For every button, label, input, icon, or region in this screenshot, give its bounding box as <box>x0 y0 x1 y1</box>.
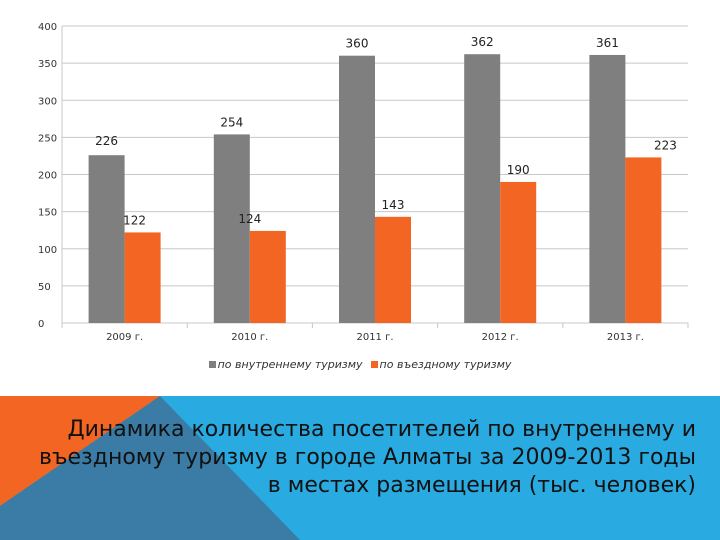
x-tick-label: 2009 г. <box>106 332 143 343</box>
bar-inbound <box>249 230 286 323</box>
data-label-domestic: 361 <box>596 36 619 50</box>
data-label-inbound: 190 <box>507 163 530 177</box>
legend-item-domestic: по внутреннему туризму <box>208 358 363 371</box>
caption-text: Динамика количества посетителей по внутр… <box>38 417 696 498</box>
x-tick-label: 2011 г. <box>356 332 393 343</box>
bar-domestic <box>464 54 501 324</box>
x-tick-label: 2012 г. <box>482 332 519 343</box>
x-axis: 2009 г. 2010 г. 2011 г. 2012 г. 2013 г. <box>61 26 689 343</box>
legend-label-domestic: по внутреннему туризму <box>217 358 363 371</box>
data-label-domestic: 360 <box>346 37 369 51</box>
bar-domestic <box>339 55 375 323</box>
y-tick-label: 150 <box>38 208 57 219</box>
y-tick-label: 100 <box>38 245 57 256</box>
bars <box>88 54 662 324</box>
bar-inbound <box>500 181 537 323</box>
legend-label-inbound: по въездному туризму <box>379 358 512 371</box>
bar-chart: 0 50 100 150 200 250 300 350 400 226 254 360 362 361… <box>38 22 689 343</box>
y-tick-label: 200 <box>38 171 57 182</box>
bar-inbound <box>625 157 662 323</box>
y-tick-label: 400 <box>38 22 57 33</box>
bar-inbound <box>375 216 411 323</box>
data-label-inbound: 223 <box>654 138 677 152</box>
data-label-domestic: 226 <box>95 134 118 148</box>
legend-item-inbound: по въездному туризму <box>370 358 512 371</box>
bar-inbound <box>124 232 161 323</box>
y-tick-label: 250 <box>38 133 57 144</box>
data-label-domestic: 254 <box>220 115 243 129</box>
bar-domestic <box>213 134 250 323</box>
caption-banner: Динамика количества посетителей по внутр… <box>0 396 720 540</box>
banner-background <box>0 396 720 540</box>
legend-swatch-inbound <box>370 361 378 368</box>
bar-domestic <box>88 155 125 323</box>
y-axis: 0 50 100 150 200 250 300 350 400 <box>38 22 57 330</box>
x-tick-label: 2010 г. <box>231 332 268 343</box>
data-label-inbound: 124 <box>238 212 261 226</box>
bar-domestic <box>589 54 626 324</box>
y-tick-label: 50 <box>38 282 51 293</box>
y-tick-label: 0 <box>38 319 44 330</box>
data-label-inbound: 122 <box>123 213 146 227</box>
data-label-domestic: 362 <box>471 35 494 49</box>
y-tick-label: 350 <box>38 59 57 70</box>
legend-swatch-domestic <box>208 361 216 368</box>
y-tick-label: 300 <box>38 96 57 107</box>
data-labels: 226 254 360 362 361 122 124 143 190 223 <box>95 35 677 227</box>
legend: по внутреннему туризму по въездному тури… <box>0 358 720 371</box>
x-tick-label: 2013 г. <box>607 332 644 343</box>
data-label-inbound: 143 <box>382 198 405 212</box>
